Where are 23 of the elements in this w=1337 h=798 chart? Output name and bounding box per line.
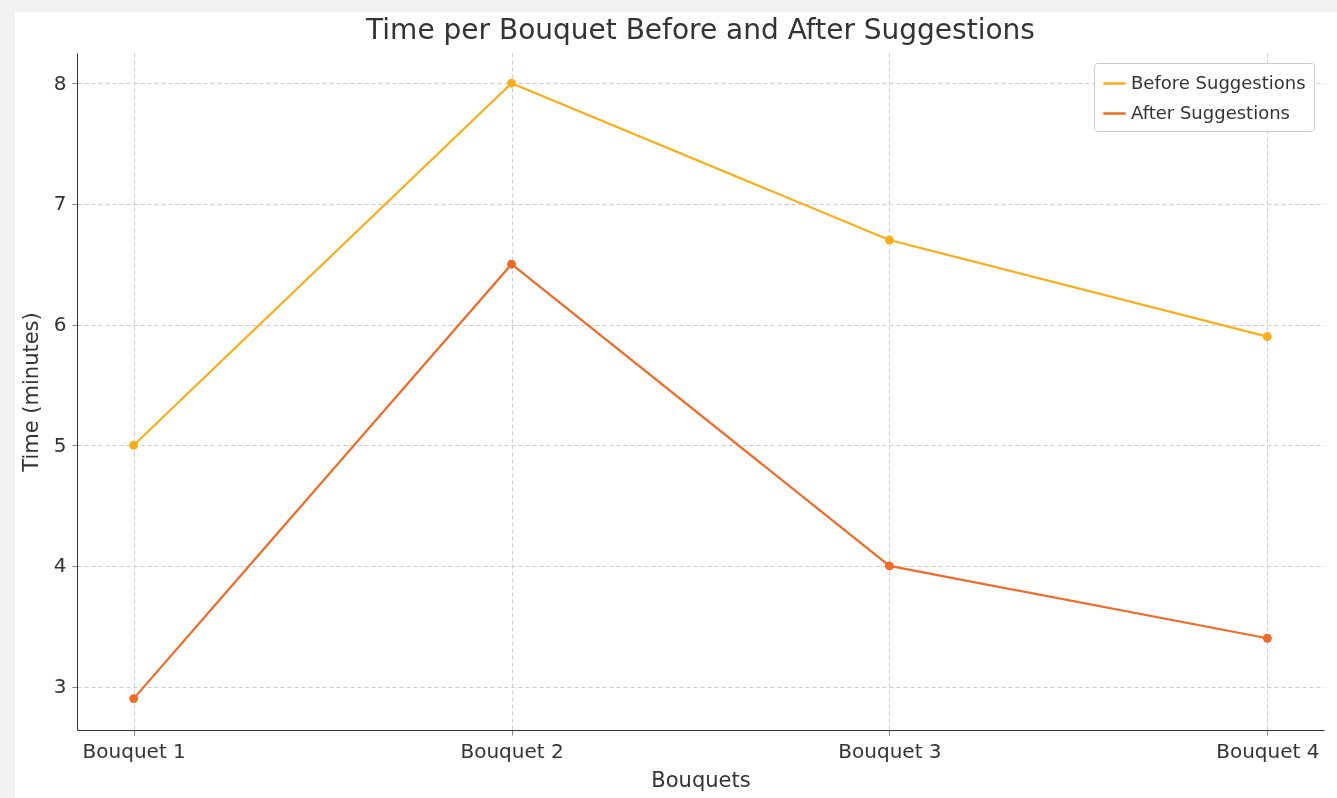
x-tick-label: Bouquet 4 (1216, 738, 1320, 763)
point (884, 561, 894, 571)
point (1262, 633, 1272, 643)
legend-label: After Suggestions (1131, 101, 1290, 123)
y-tick-label: 8 (53, 70, 67, 95)
point (507, 259, 517, 269)
x-tick-label: Bouquet 1 (82, 738, 186, 763)
point (129, 440, 139, 450)
point (1262, 332, 1272, 342)
y-tick-label: 6 (53, 312, 67, 337)
point (884, 235, 894, 245)
y-tick-label: 4 (53, 553, 67, 578)
point (507, 78, 517, 88)
y-tick-label: 5 (53, 432, 67, 457)
legend-label: Before Suggestions (1131, 71, 1306, 93)
point (129, 694, 139, 704)
x-tick-label: Bouquet 2 (460, 738, 564, 763)
y-tick-label: 7 (53, 191, 67, 216)
y-tick-label: 3 (53, 674, 67, 699)
x-tick-label: Bouquet 3 (838, 738, 942, 763)
x-axis-title: Bouquets (651, 767, 751, 792)
y-axis-title: Time (minutes) (18, 312, 43, 473)
chart-title: Time per Bouquet Before and After Suggestions (365, 13, 1035, 46)
